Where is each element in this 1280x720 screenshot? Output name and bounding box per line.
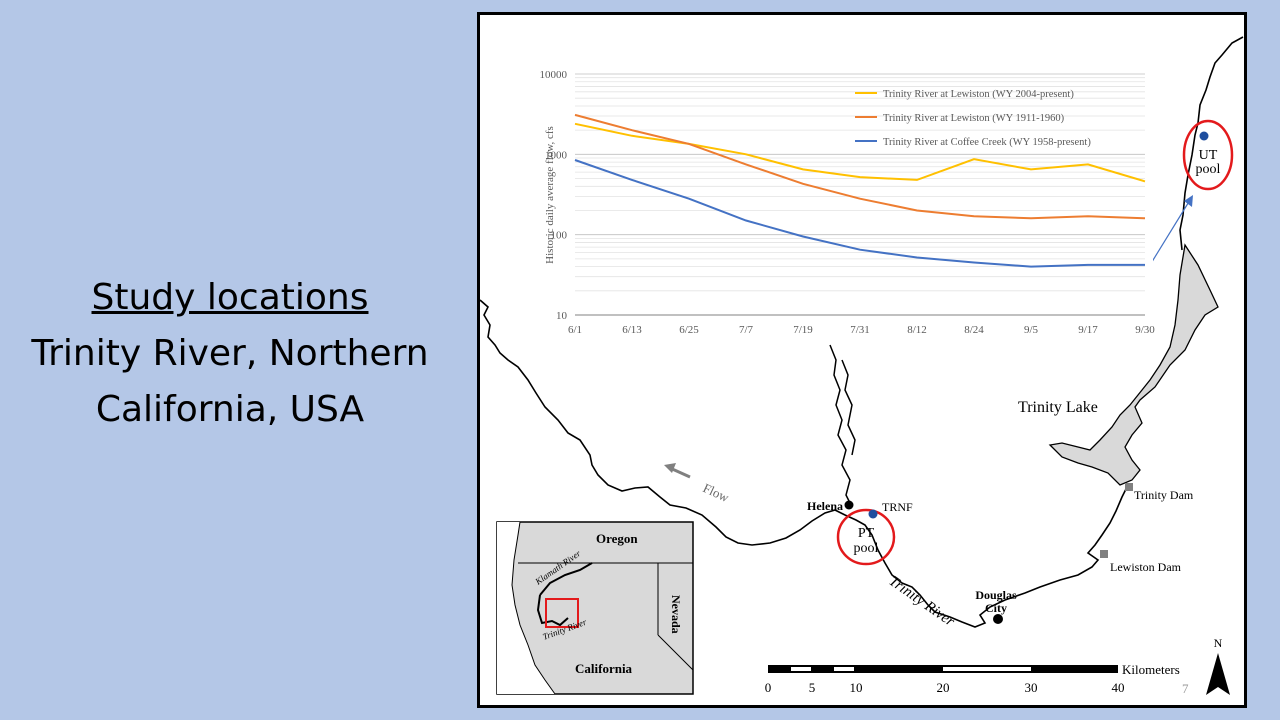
flow-chart: 10 100 1000 10000 6/1 6/13 6/25 7/7 7/19 7/31 8/12… (528, 63, 1155, 336)
chart-pointer-arrowhead (1184, 195, 1193, 207)
inset-map (496, 521, 694, 695)
trinity-dam-label: Trinity Dam (1134, 488, 1194, 502)
chart-series-line-1 (574, 113, 1146, 220)
tributary-line (829, 344, 853, 508)
scale-tick-0: 0 (765, 680, 772, 695)
chart-legend-label-2: Trinity River at Coffee Creek (WY 1958-p… (883, 137, 1091, 148)
chart-x-tick-label: 8/12 (907, 324, 927, 336)
lower-river-line (480, 299, 1129, 628)
chart-y-tick-label: 10 (556, 310, 568, 322)
chart-x-tick-label: 6/1 (568, 324, 582, 336)
chart-x-tick-label: 7/19 (793, 324, 813, 336)
scale-tick-30: 30 (1025, 680, 1038, 695)
trinity-river-label: Trinity River (886, 573, 958, 630)
trinity-lake (1048, 243, 1219, 486)
ut-pool-label-2: pool (1196, 162, 1221, 177)
scale-tick-5: 5 (809, 680, 816, 695)
map-frame: Flow Trinity River UT pool PT pool Helen… (477, 12, 1247, 708)
slide-subtitle-line2: California, USA (95, 389, 365, 430)
ut-pool-label-1: UT (1199, 148, 1218, 163)
lewiston-dam-label: Lewiston Dam (1110, 560, 1182, 574)
chart-legend-label-0: Trinity River at Lewiston (WY 2004-prese… (883, 89, 1074, 100)
chart-x-tick-label: 8/24 (964, 324, 984, 336)
douglas-city-dot (993, 614, 1003, 624)
scale-tick-20: 20 (937, 680, 950, 695)
chart-legend: Trinity River at Lewiston (WY 2004-prese… (855, 89, 1091, 148)
study-area-map: Flow Trinity River UT pool PT pool Helen… (480, 36, 1244, 696)
upper-river-line (1179, 36, 1244, 251)
douglas-city-label-2: City (985, 601, 1007, 615)
north-arrow-icon (1206, 653, 1230, 695)
chart-grid (575, 73, 1145, 316)
chart-y-tick-label: 1000 (545, 149, 568, 161)
pt-pool-label-1: PT (858, 526, 875, 541)
douglas-city-label-1: Douglas (975, 588, 1017, 602)
inset-study-area-box (545, 598, 579, 628)
chart-x-tick-label: 6/25 (679, 324, 699, 336)
chart-y-tick-label: 10000 (540, 69, 568, 81)
ut-pool-circle (1182, 119, 1234, 191)
pt-site-dot (868, 509, 878, 519)
slide-subtitle-line1: Trinity River, Northern (31, 333, 429, 374)
chart-x-tick-label: 9/30 (1135, 324, 1155, 336)
north-label: N (1214, 636, 1223, 650)
chart-tick-labels: 10 100 1000 10000 6/1 6/13 6/25 7/7 7/19 7/31 8/12… (540, 69, 1156, 336)
flow-label: Flow (701, 480, 732, 505)
chart-x-tick-label: 6/13 (622, 324, 642, 336)
scale-tick-10: 10 (850, 680, 863, 695)
helena-label: Helena (807, 499, 843, 513)
chart-x-tick-label: 7/31 (850, 324, 870, 336)
inset-california-label: California (575, 661, 633, 676)
chart-pointer-line (1149, 199, 1191, 266)
trinity-lake-label: Trinity Lake (1018, 399, 1098, 416)
scale-unit-label: Kilometers (1122, 662, 1180, 677)
page-number: 7 (1182, 681, 1189, 696)
helena-dot (844, 500, 854, 510)
lewiston-dam-marker (1100, 550, 1108, 558)
inset-oregon-label: Oregon (596, 531, 638, 546)
ut-site-dot (1199, 131, 1209, 141)
chart-x-tick-label: 9/17 (1078, 324, 1098, 336)
chart-legend-label-1: Trinity River at Lewiston (WY 1911-1960) (883, 113, 1065, 124)
trnf-label: TRNF (882, 500, 913, 514)
trinity-dam-marker (1125, 483, 1133, 491)
scale-tick-40: 40 (1112, 680, 1125, 695)
chart-series-line-0 (574, 122, 1146, 183)
chart-ylabel: Historic daily average flow, cfs (544, 126, 556, 264)
pt-pool-circle (836, 508, 896, 566)
slide-title-block: Study locations Trinity River, Northern … (0, 270, 460, 438)
pt-pool-label-2: pool (854, 541, 879, 556)
chart-x-tick-label: 9/5 (1024, 324, 1039, 336)
tributary-line-2 (841, 359, 856, 456)
flow-arrowhead (664, 463, 676, 473)
chart-x-tick-label: 7/7 (739, 324, 754, 336)
chart-series-line-2 (574, 159, 1145, 268)
slide-title: Study locations (91, 277, 369, 318)
chart-series-lines (574, 113, 1146, 268)
scale-bar (768, 665, 1118, 673)
inset-nevada-label: Nevada (669, 595, 683, 634)
chart-y-tick-label: 100 (551, 230, 568, 242)
